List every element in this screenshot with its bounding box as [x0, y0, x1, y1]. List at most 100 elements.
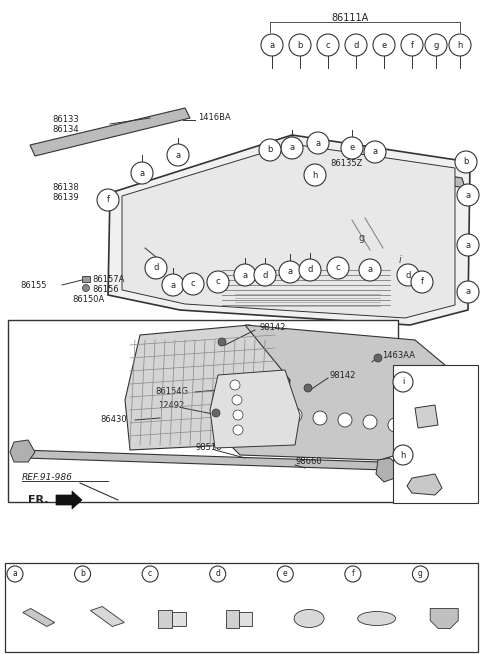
Circle shape	[299, 259, 321, 281]
Text: c: c	[326, 41, 330, 50]
Text: c: c	[148, 570, 152, 579]
Text: a: a	[372, 148, 378, 156]
Text: 86430: 86430	[100, 415, 127, 424]
Text: d: d	[153, 264, 159, 273]
Circle shape	[313, 411, 327, 425]
Text: a: a	[242, 271, 248, 279]
Text: 1416BA: 1416BA	[198, 114, 231, 122]
Polygon shape	[23, 608, 55, 627]
Text: 97257U: 97257U	[416, 377, 449, 387]
Bar	[226, 610, 239, 627]
Circle shape	[412, 566, 429, 582]
Circle shape	[364, 141, 386, 163]
Circle shape	[457, 281, 479, 303]
Circle shape	[374, 354, 382, 362]
Text: d: d	[307, 266, 312, 275]
Text: 86159F: 86159F	[160, 570, 189, 579]
Text: 86155: 86155	[20, 281, 47, 290]
Circle shape	[304, 164, 326, 186]
Circle shape	[393, 445, 413, 465]
Text: 98142: 98142	[260, 322, 287, 332]
Circle shape	[97, 189, 119, 211]
Text: a: a	[175, 150, 180, 160]
Text: 86115: 86115	[295, 570, 319, 579]
Circle shape	[142, 566, 158, 582]
Text: h: h	[457, 41, 463, 50]
Text: REF.91-986: REF.91-986	[22, 473, 73, 483]
Bar	[172, 611, 186, 625]
Circle shape	[393, 372, 413, 392]
Circle shape	[145, 257, 167, 279]
Text: e: e	[349, 143, 355, 152]
Polygon shape	[230, 325, 445, 460]
Polygon shape	[108, 135, 470, 325]
Circle shape	[457, 234, 479, 256]
Circle shape	[289, 34, 311, 56]
Text: g: g	[359, 233, 365, 243]
Bar	[82, 276, 90, 282]
Polygon shape	[20, 450, 385, 470]
Ellipse shape	[294, 610, 324, 627]
Circle shape	[281, 137, 303, 159]
Polygon shape	[407, 474, 442, 495]
Circle shape	[363, 415, 377, 429]
Text: 86157A: 86157A	[92, 275, 124, 283]
Polygon shape	[430, 608, 458, 628]
Circle shape	[317, 34, 339, 56]
Circle shape	[288, 408, 302, 422]
Text: b: b	[463, 158, 468, 167]
Text: 95895: 95895	[431, 570, 455, 579]
Bar	[5, 563, 478, 652]
Text: a: a	[139, 169, 144, 177]
Polygon shape	[356, 160, 465, 188]
Circle shape	[373, 34, 395, 56]
Circle shape	[131, 162, 153, 184]
Circle shape	[259, 139, 281, 161]
Circle shape	[401, 34, 423, 56]
Circle shape	[411, 271, 433, 293]
Circle shape	[345, 34, 367, 56]
Circle shape	[230, 380, 240, 390]
Text: d: d	[262, 271, 268, 279]
Text: b: b	[267, 145, 273, 154]
Circle shape	[218, 338, 226, 346]
Circle shape	[455, 151, 477, 173]
Text: a: a	[170, 281, 176, 290]
Circle shape	[210, 566, 226, 582]
Circle shape	[234, 264, 256, 286]
Polygon shape	[122, 144, 455, 318]
Circle shape	[83, 284, 89, 292]
Text: d: d	[405, 271, 411, 279]
Text: b: b	[80, 570, 85, 579]
Text: 86154G: 86154G	[155, 388, 188, 396]
Text: c: c	[336, 264, 340, 273]
Text: 86139: 86139	[52, 194, 79, 203]
Text: f: f	[410, 41, 413, 50]
Polygon shape	[90, 606, 124, 627]
Text: 98142: 98142	[330, 371, 356, 379]
Text: i: i	[398, 255, 401, 265]
Circle shape	[7, 566, 23, 582]
Text: a: a	[315, 139, 321, 148]
Polygon shape	[56, 491, 82, 509]
Circle shape	[207, 271, 229, 293]
Text: a: a	[466, 241, 470, 249]
Circle shape	[233, 410, 243, 420]
Text: 86138: 86138	[52, 184, 79, 192]
Circle shape	[261, 34, 283, 56]
Ellipse shape	[358, 611, 396, 625]
Text: f: f	[107, 196, 109, 205]
Text: g: g	[418, 570, 423, 579]
Bar	[393, 365, 478, 503]
Text: 86156: 86156	[92, 284, 119, 294]
Text: 86134: 86134	[52, 126, 79, 135]
Text: g: g	[433, 41, 439, 50]
Text: c: c	[191, 279, 195, 288]
Bar	[158, 610, 172, 627]
Circle shape	[162, 274, 184, 296]
Text: a: a	[269, 41, 275, 50]
Bar	[239, 611, 252, 625]
Polygon shape	[125, 325, 290, 450]
Text: i: i	[402, 377, 404, 387]
Text: 86111A: 86111A	[331, 13, 369, 23]
